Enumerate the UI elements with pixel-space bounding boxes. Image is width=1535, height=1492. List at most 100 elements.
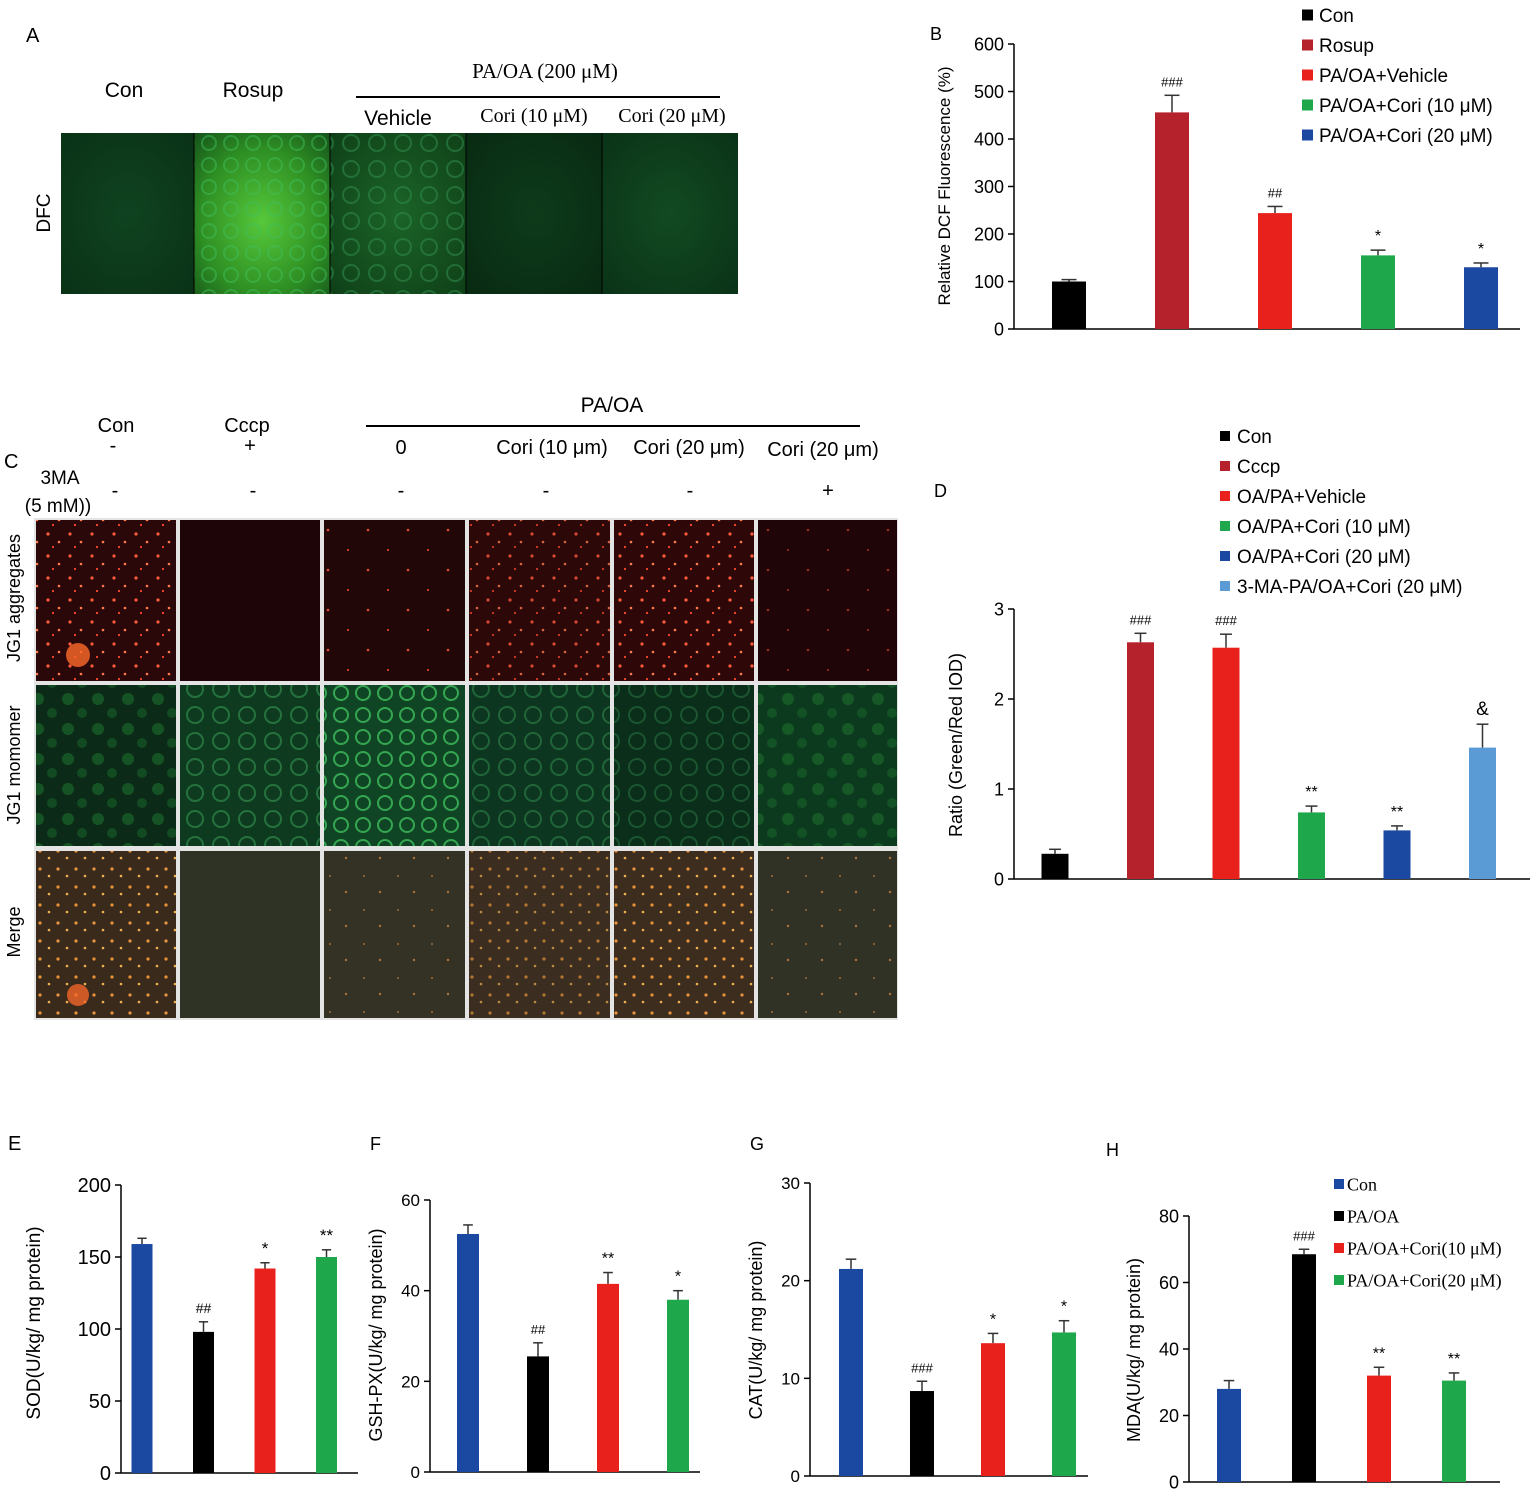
panel-c-row-label-monomer: JG1 momomer (4, 705, 24, 824)
panel-c-col-cori20: Cori (20 μm) (633, 437, 745, 459)
chart-g-panel-letter: G (750, 1134, 764, 1154)
chart-h-legend-swatch (1334, 1211, 1344, 1221)
chart-g-ytick-label: 0 (791, 1467, 800, 1486)
chart-b-ylabel: Relative DCF Fluorescence (%) (935, 66, 954, 305)
chart-b-ytick-label: 0 (994, 319, 1004, 339)
chart-d-legend-entry: OA/PA+Vehicle (1237, 487, 1366, 508)
panel-c-treatment-4: - (687, 480, 694, 502)
panel-c-images (34, 518, 898, 1020)
chart-h-ytick-label: 20 (1159, 1406, 1179, 1426)
chart-f-ytick-label: 40 (401, 1282, 420, 1301)
chart-e-ytick-label: 50 (89, 1391, 111, 1413)
micrograph-a-con (61, 133, 194, 294)
panel-a-col-cori20: Cori (20 μM) (618, 105, 725, 127)
chart-d-legend-swatch (1220, 521, 1230, 531)
micrograph-a-cori20 (602, 133, 738, 294)
chart-h-annotation: ** (1373, 1345, 1385, 1362)
chart-h-bar (1292, 1254, 1316, 1482)
chart-h-legend-entry: PA/OA+Cori(10 μM) (1347, 1238, 1502, 1259)
chart-b-legend-entry: Con (1319, 6, 1354, 27)
chart-g-ytick-label: 20 (781, 1272, 800, 1291)
panel-c: C PA/OA Con Cccp - + 0 Cori (10 μm) Cori… (4, 394, 898, 1020)
panel-c-group-header: PA/OA (581, 394, 644, 417)
panel-a-letter: A (26, 25, 40, 47)
panel-c-col-cccp: Cccp (224, 415, 270, 437)
chart-e-annotation: ** (320, 1226, 334, 1245)
chart-b-ytick-label: 300 (974, 177, 1004, 197)
chart-f-ytick-label: 0 (411, 1463, 420, 1482)
chart-f-ylabel: GSH-PX(U/kg/ mg protein) (366, 1228, 386, 1441)
chart-g-ytick-label: 30 (781, 1174, 800, 1193)
chart-b-annotation: ## (1268, 185, 1283, 200)
chart-b-annotation: ### (1161, 74, 1183, 89)
chart-d-annotation: ### (1130, 612, 1152, 627)
chart-h-bar (1442, 1380, 1466, 1482)
chart-e-bar (316, 1257, 337, 1473)
chart-h-legend-entry: PA/OA (1347, 1206, 1399, 1226)
chart-h-legend-swatch (1334, 1243, 1344, 1253)
panel-c-treatment-3: - (543, 480, 550, 502)
chart-e-panel-letter: E (8, 1133, 21, 1155)
panel-c-col-cori10: Cori (10 μm) (496, 437, 608, 459)
chart-b-ytick-label: 100 (974, 272, 1004, 292)
micrograph-c-agg-cccp (180, 520, 320, 681)
chart-f-bar (667, 1299, 689, 1472)
chart-d-bar (1127, 642, 1154, 879)
micrograph-c-merge-cccp (180, 851, 320, 1018)
chart-g-ytick-label: 10 (781, 1369, 800, 1388)
chart-d-annotation: & (1476, 699, 1489, 720)
chart-g-ylabel: CAT(U/kg/ mg protein) (746, 1241, 766, 1420)
chart-d-legend-swatch (1220, 581, 1230, 591)
chart-d-ytick-label: 2 (994, 689, 1004, 709)
panel-a-col-cori10: Cori (10 μM) (480, 105, 587, 127)
chart-e-bar (131, 1244, 153, 1473)
chart-f-annotation: ** (602, 1251, 614, 1268)
chart-g-annotation: ### (911, 1360, 933, 1375)
chart-d-legend-entry: Cccp (1237, 457, 1280, 478)
chart-d-bar (1298, 812, 1325, 879)
panel-c-cccp-minus: - (110, 435, 117, 457)
chart-h-legend-entry: PA/OA+Cori(20 μM) (1347, 1270, 1502, 1291)
chart-f-annotation: ## (531, 1322, 546, 1337)
chart-d-bar (1469, 747, 1496, 879)
chart-d-legend-swatch (1220, 431, 1230, 441)
panel-c-col-cori20-3ma: Cori (20 μm) (767, 439, 879, 461)
chart-e-ytick-label: 0 (100, 1463, 111, 1485)
chart-h-legend-swatch (1334, 1179, 1344, 1189)
chart-d-annotation: ### (1215, 613, 1237, 628)
panel-a-row-label: DFC (34, 193, 55, 232)
chart-b-legend-entry: Rosup (1319, 36, 1374, 57)
chart-h-bar (1367, 1375, 1391, 1482)
chart-b-ytick-label: 200 (974, 224, 1004, 244)
chart-h-panel-letter: H (1106, 1140, 1119, 1160)
chart-b-legend-swatch (1302, 99, 1313, 111)
panel-a-images (61, 133, 738, 294)
chart-d-panel-letter: D (934, 481, 947, 501)
chart-d-ytick-label: 1 (994, 779, 1004, 799)
chart-b-legend-swatch (1302, 129, 1313, 141)
chart-b-annotation: * (1375, 228, 1381, 245)
chart-b-bar (1258, 213, 1292, 329)
chart-e-ytick-label: 100 (78, 1319, 111, 1341)
chart-d-ytick-label: 3 (994, 599, 1004, 619)
chart-d-legend-entry: OA/PA+Cori (20 μM) (1237, 547, 1411, 568)
chart-b-annotation: * (1478, 241, 1484, 258)
chart-e-ytick-label: 150 (78, 1247, 111, 1269)
chart-f-bar (527, 1356, 549, 1472)
chart-h-bar (1217, 1388, 1241, 1482)
chart-b-legend-swatch (1302, 9, 1313, 21)
panel-c-treatment-2: - (398, 480, 405, 502)
chart-f-bar (597, 1283, 619, 1472)
panel-a-col-vehicle: Vehicle (364, 107, 432, 130)
chart-d-bar (1383, 830, 1411, 879)
panel-c-col-con: Con (98, 415, 135, 437)
chart-b-legend-entry: PA/OA+Cori (10 μM) (1319, 96, 1493, 117)
chart-h-ylabel: MDA(U/kg/ mg protein) (1124, 1258, 1144, 1442)
chart-d: D 0 1 2 3 Ratio (Green/Red IOD) ### ### ** ** & Con… (934, 427, 1530, 889)
chart-g: G 0 10 20 30 CAT(U/kg/ mg protein) ### * * (746, 1134, 1088, 1486)
chart-d-legend-swatch (1220, 551, 1230, 561)
chart-b-bar (1464, 267, 1498, 329)
panel-c-treatment-label-2: (5 mM)) (25, 496, 91, 517)
